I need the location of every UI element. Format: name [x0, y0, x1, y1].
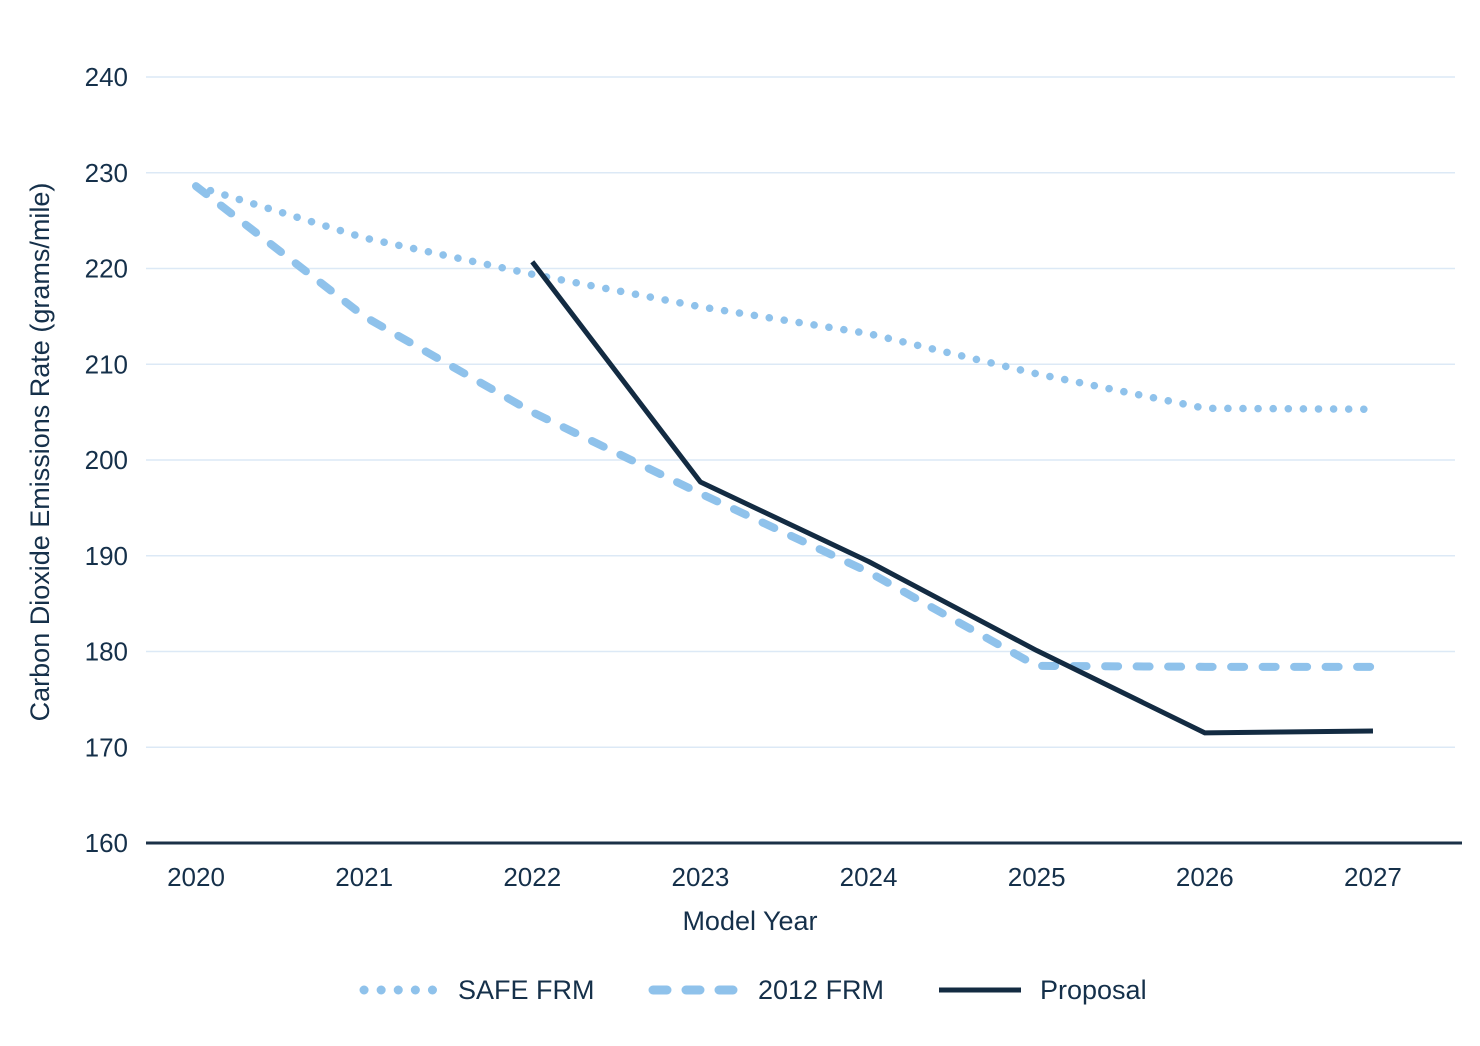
legend-label-proposal: Proposal	[1040, 974, 1147, 1005]
y-tick-label: 230	[85, 158, 128, 188]
x-tick-label: 2025	[1008, 862, 1066, 892]
series-line-safe-frm	[192, 182, 1377, 414]
legend: SAFE FRM 2012 FRM Proposal	[0, 972, 1480, 1008]
series-line-2012-frm	[192, 182, 1377, 671]
x-tick-label: 2021	[335, 862, 393, 892]
legend-label-2012-frm: 2012 FRM	[758, 974, 885, 1005]
legend-label-safe-frm: SAFE FRM	[458, 974, 595, 1005]
solid-line-swatch-icon	[939, 987, 1021, 993]
y-tick-label: 240	[85, 62, 128, 92]
legend-item-2012-frm: 2012 FRM	[648, 972, 884, 1008]
x-tick-label: 2024	[840, 862, 898, 892]
x-tick-label: 2022	[503, 862, 561, 892]
y-tick-label: 170	[85, 732, 128, 762]
y-tick-label: 200	[85, 445, 128, 475]
y-tick-label: 160	[85, 828, 128, 858]
x-tick-label: 2027	[1344, 862, 1402, 892]
y-tick-label: 210	[85, 349, 128, 379]
chart-canvas: 240 230 220 210 200 190 180 170 160 2020 2021 2022 2…	[85, 62, 1462, 892]
x-tick-label: 2020	[167, 862, 225, 892]
dotted-line-swatch-icon	[359, 985, 439, 995]
legend-item-proposal: Proposal	[938, 972, 1147, 1008]
x-tick-label: 2023	[671, 862, 729, 892]
y-tick-label: 180	[85, 637, 128, 667]
legend-item-safe-frm: SAFE FRM	[358, 972, 595, 1008]
series-line-proposal	[530, 260, 1374, 736]
y-axis-title: Carbon Dioxide Emissions Rate (grams/mil…	[25, 182, 55, 722]
x-tick-label: 2026	[1176, 862, 1234, 892]
y-tick-label: 220	[85, 254, 128, 284]
x-axis-title: Model Year	[682, 906, 818, 936]
dashed-line-swatch-icon	[648, 985, 740, 995]
y-tick-label: 190	[85, 541, 128, 571]
